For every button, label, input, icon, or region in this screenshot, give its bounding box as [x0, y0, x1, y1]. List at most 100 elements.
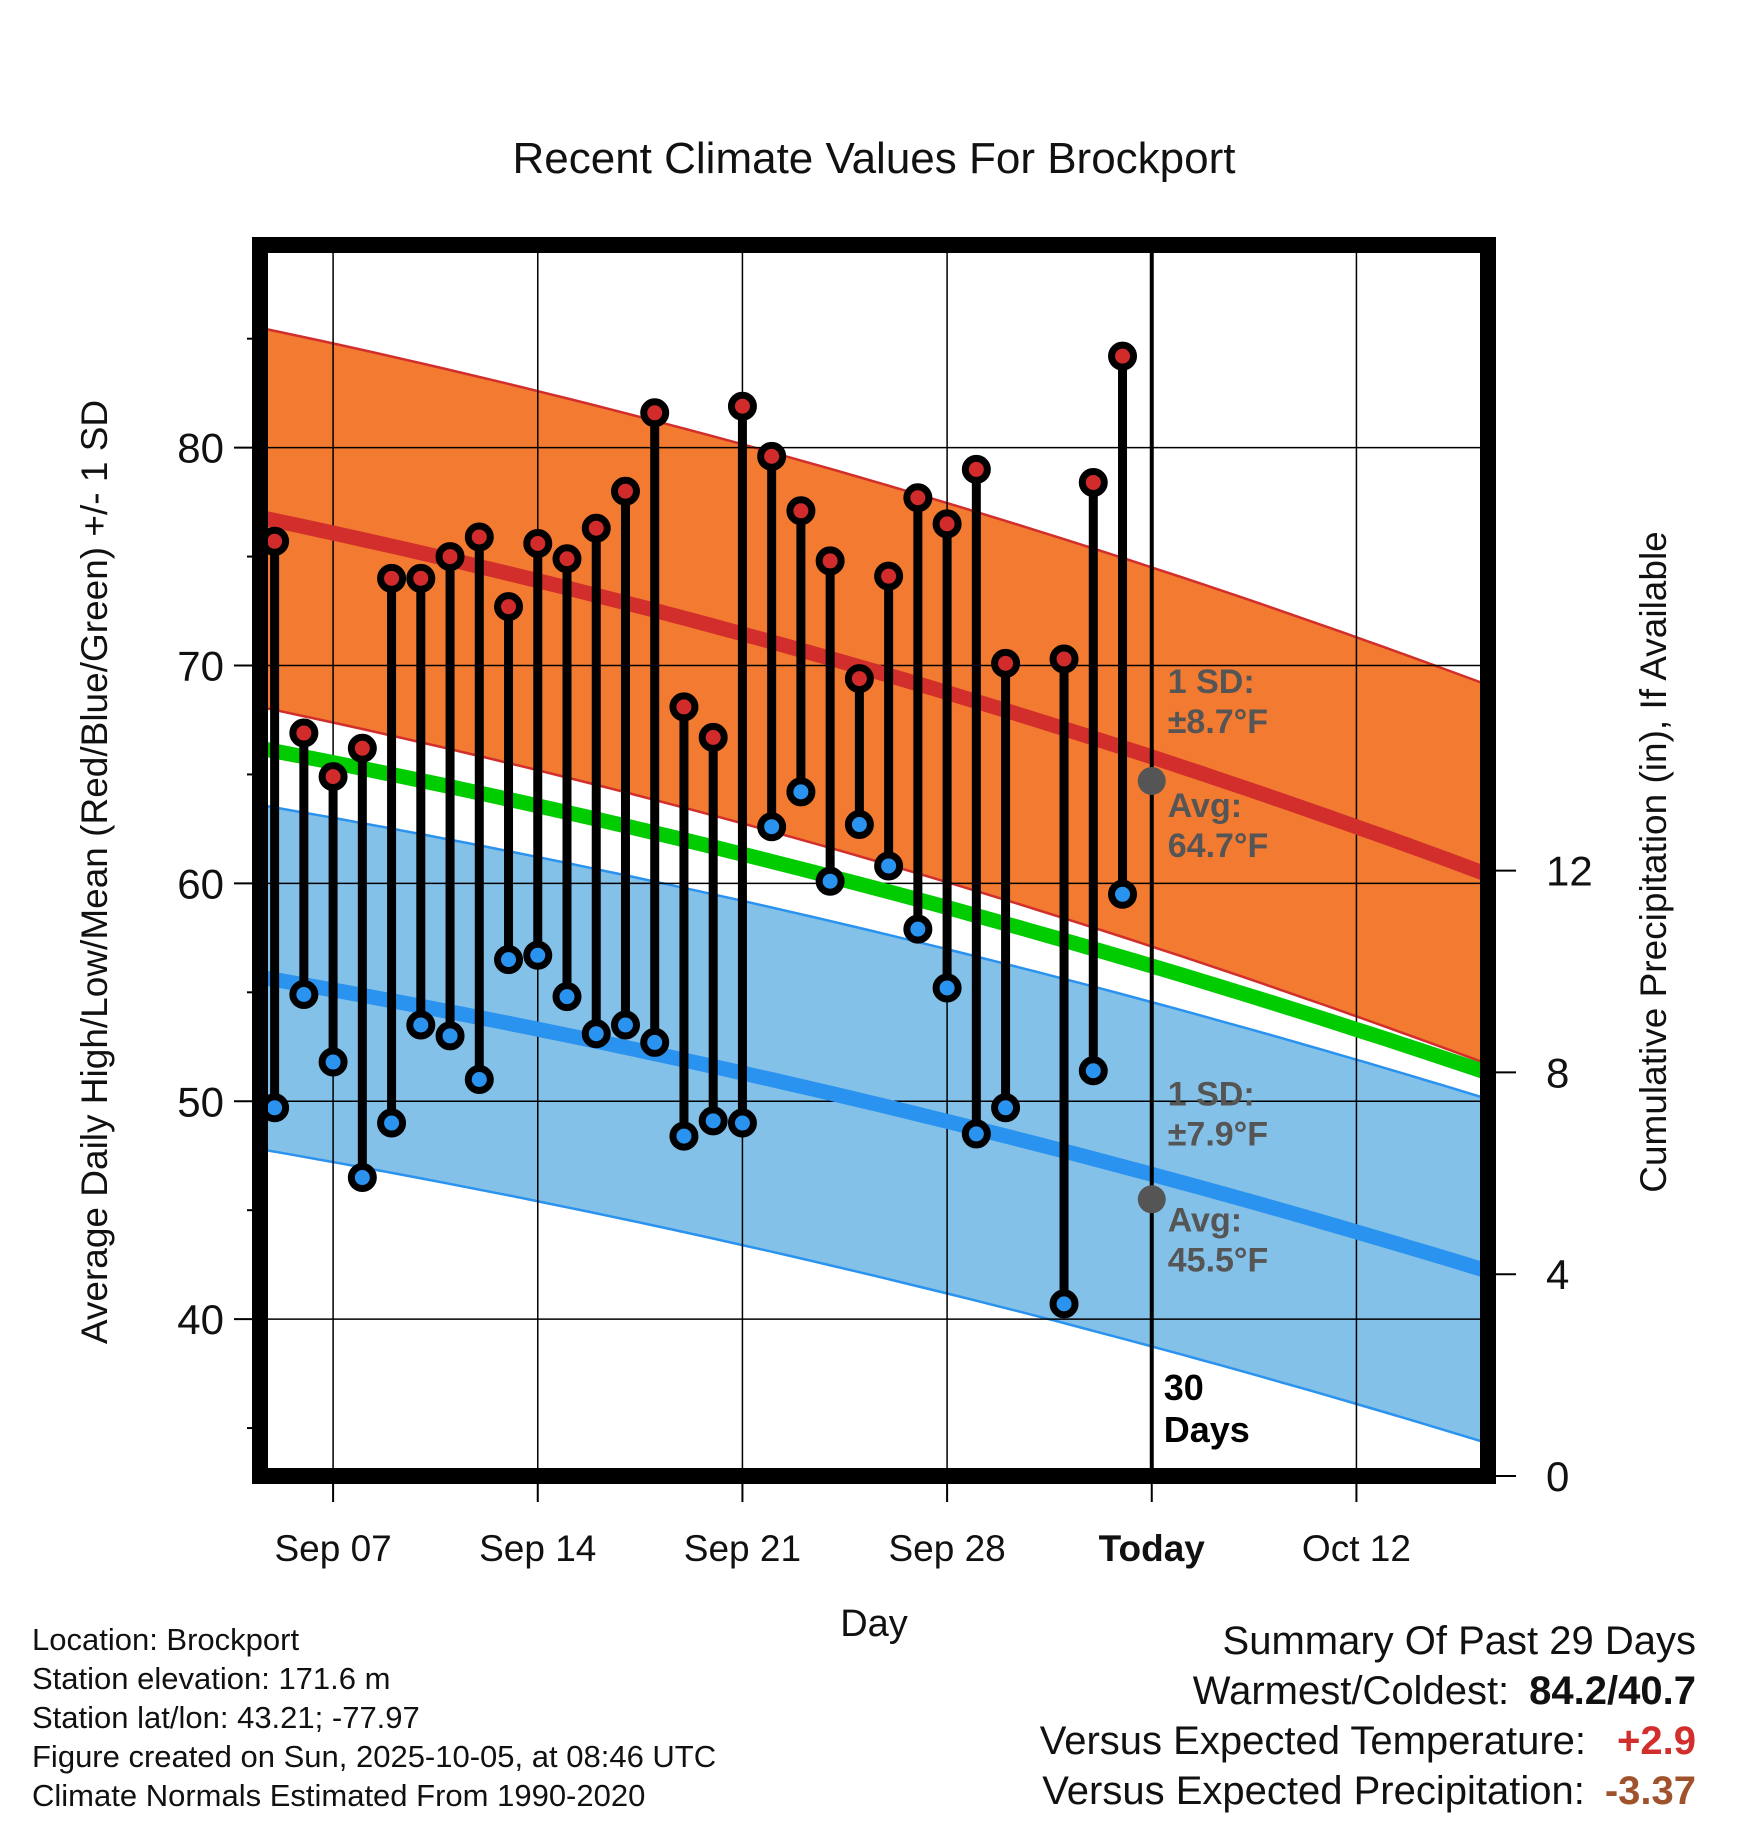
today-avg-low-marker: [1137, 1185, 1166, 1214]
daily-low-point: [1078, 1056, 1108, 1086]
daily-high-point: [727, 391, 757, 421]
daily-high-point: [435, 542, 465, 572]
high-sd-band: [260, 327, 1488, 1065]
daily-low-point: [786, 777, 816, 807]
y-tick-label: 50: [177, 1078, 224, 1125]
normals-text: Climate Normals Estimated From 1990-2020: [32, 1778, 646, 1813]
high-sd-value: ±8.7°F: [1168, 703, 1268, 741]
daily-low-point: [815, 866, 845, 896]
chart-title: Recent Climate Values For Brockport: [512, 134, 1235, 183]
daily-low-point: [464, 1064, 494, 1094]
latlon-text: Station lat/lon: 43.21; -77.97: [32, 1700, 420, 1735]
daily-low-point: [991, 1093, 1021, 1123]
normal-low-line: [260, 969, 1488, 1279]
daily-high-point: [1078, 467, 1108, 497]
low-sd-value: ±7.9°F: [1168, 1115, 1268, 1153]
warm-cold-label: Warmest/Coldest:: [1192, 1669, 1510, 1713]
daily-high-point: [932, 509, 962, 539]
normal-mean-line: [260, 740, 1488, 1081]
low-sd-upper-line: [260, 803, 1488, 1101]
station-info: Location: Brockport Station elevation: 1…: [32, 1620, 716, 1815]
temp-label: Versus Expected Temperature:: [1039, 1719, 1586, 1763]
plot-inner: [260, 245, 1488, 1476]
daily-high-point: [844, 664, 874, 694]
daily-low-point: [727, 1108, 757, 1138]
y2-tick-label: 4: [1546, 1251, 1569, 1298]
summary-title: Summary Of Past 29 Days: [1222, 1619, 1696, 1663]
precip-label: Versus Expected Precipitation:: [1042, 1769, 1585, 1813]
high-sd-upper-line: [260, 326, 1488, 687]
daily-low-point: [377, 1108, 407, 1138]
daily-low-point: [494, 945, 524, 975]
daily-high-point: [347, 733, 377, 763]
daily-low-point: [1108, 879, 1138, 909]
daily-high-point: [523, 528, 553, 558]
daily-high-point: [757, 441, 787, 471]
daily-low-point: [961, 1119, 991, 1149]
daily-low-point: [1049, 1289, 1079, 1319]
y2-tick-label: 0: [1546, 1453, 1569, 1500]
high-avg-label: Avg:: [1168, 787, 1242, 825]
daily-low-point: [406, 1010, 436, 1040]
y2-tick-label: 8: [1546, 1049, 1569, 1096]
daily-high-point: [318, 762, 348, 792]
daily-low-point: [757, 812, 787, 842]
days-count-label: 30: [1164, 1367, 1204, 1408]
high-sd-label: 1 SD:: [1168, 663, 1255, 701]
daily-high-point: [406, 563, 436, 593]
daily-high-point: [698, 722, 728, 752]
daily-high-point: [552, 544, 582, 574]
low-sd-label: 1 SD:: [1168, 1075, 1255, 1113]
daily-high-point: [669, 692, 699, 722]
daily-low-point: [552, 982, 582, 1012]
low-sd-lower-line: [260, 1147, 1488, 1445]
daily-high-point: [289, 718, 319, 748]
y2-tick-label: 12: [1546, 848, 1593, 895]
daily-high-point: [786, 496, 816, 526]
x-tick-label: Oct 12: [1302, 1528, 1411, 1569]
daily-high-point: [464, 522, 494, 552]
x-axis-label: Day: [840, 1603, 908, 1645]
low-avg-value: 45.5°F: [1168, 1241, 1269, 1279]
daily-high-point: [377, 563, 407, 593]
daily-high-point: [640, 398, 670, 428]
daily-high-point: [961, 454, 991, 484]
summary-precip: Versus Expected Precipitation: -3.37: [1040, 1766, 1696, 1816]
summary-temp: Versus Expected Temperature: +2.9: [1040, 1716, 1696, 1766]
precip-value: -3.37: [1604, 1769, 1696, 1813]
plot-frame: [252, 237, 1496, 1484]
x-tick-label-today: Today: [1099, 1528, 1206, 1569]
y-axis-label: Average Daily High/Low/Mean (Red/Blue/Gr…: [74, 400, 115, 1344]
daily-high-point: [581, 513, 611, 543]
y-tick-label: 60: [177, 860, 224, 907]
daily-low-point: [289, 979, 319, 1009]
summary-panel: Summary Of Past 29 Days Warmest/Coldest:…: [1040, 1616, 1696, 1816]
daily-low-point: [698, 1106, 728, 1136]
temp-value: +2.9: [1617, 1719, 1696, 1763]
daily-low-point: [581, 1019, 611, 1049]
daily-high-point: [874, 561, 904, 591]
daily-high-point: [815, 546, 845, 576]
days-word-label: Days: [1164, 1409, 1250, 1450]
daily-low-point: [610, 1010, 640, 1040]
daily-high-point: [1049, 644, 1079, 674]
daily-low-point: [844, 810, 874, 840]
y-tick-label: 40: [177, 1296, 224, 1343]
daily-low-point: [932, 973, 962, 1003]
y2-axis-label: Cumulative Precipitation (in), If Availa…: [1633, 531, 1674, 1193]
y-tick-label: 70: [177, 643, 224, 690]
daily-high-point: [494, 592, 524, 622]
y-tick-label: 80: [177, 425, 224, 472]
daily-high-point: [991, 648, 1021, 678]
x-tick-label: Sep 21: [684, 1528, 801, 1569]
daily-low-point: [669, 1121, 699, 1151]
daily-low-point: [435, 1021, 465, 1051]
x-tick-label: Sep 28: [888, 1528, 1005, 1569]
x-tick-label: Sep 07: [274, 1528, 391, 1569]
daily-low-point: [347, 1163, 377, 1193]
created-text: Figure created on Sun, 2025-10-05, at 08…: [32, 1739, 717, 1774]
low-avg-label: Avg:: [1168, 1201, 1242, 1239]
daily-low-point: [523, 940, 553, 970]
daily-high-point: [1108, 341, 1138, 371]
